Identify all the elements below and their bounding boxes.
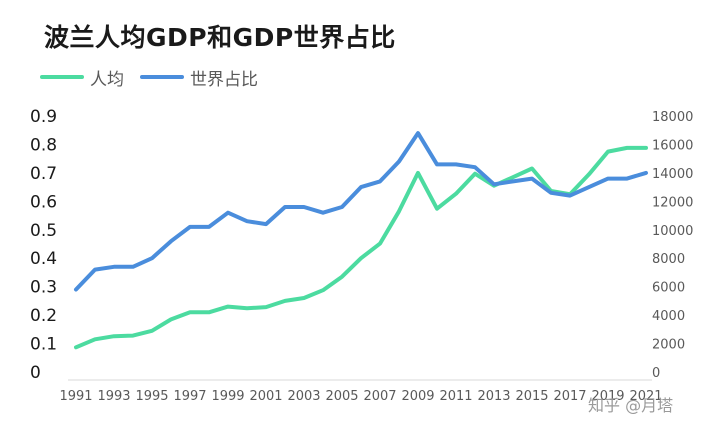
left-axis-tick-label: 0.2 bbox=[30, 306, 57, 326]
legend-item-world-share: 世界占比 bbox=[140, 65, 258, 90]
left-axis-tick-label: 0.1 bbox=[30, 335, 57, 355]
right-axis-tick-label: 18000 bbox=[652, 110, 693, 125]
right-axis-tick-label: 4000 bbox=[652, 309, 685, 324]
right-axis-tick-label: 10000 bbox=[652, 224, 693, 239]
left-axis-tick-label: 0.9 bbox=[30, 107, 57, 127]
x-axis-tick-label: 2007 bbox=[363, 389, 396, 404]
chart-title: 波兰人均GDP和GDP世界占比 bbox=[44, 23, 396, 52]
x-axis-tick-label: 1997 bbox=[173, 389, 206, 404]
x-axis-tick-label: 1999 bbox=[211, 389, 244, 404]
right-axis-tick-label: 6000 bbox=[652, 281, 685, 296]
x-axis-tick-label: 1991 bbox=[59, 389, 92, 404]
x-axis-tick-label: 1993 bbox=[97, 389, 130, 404]
legend: 人均 世界占比 bbox=[40, 65, 274, 90]
legend-swatch-world-share bbox=[140, 75, 184, 79]
left-axis-tick-label: 0.6 bbox=[30, 192, 57, 212]
legend-swatch-per-capita bbox=[40, 75, 84, 79]
x-axis-tick-label: 2001 bbox=[249, 389, 282, 404]
series-line-world-share bbox=[74, 131, 648, 292]
x-axis-tick-label: 2005 bbox=[325, 389, 358, 404]
x-axis-tick-label: 2009 bbox=[401, 389, 434, 404]
x-axis-tick-label: 2013 bbox=[477, 389, 510, 404]
x-axis-tick-label: 2021 bbox=[629, 389, 662, 404]
right-axis-tick-label: 2000 bbox=[652, 338, 685, 353]
left-axis-tick-label: 0.7 bbox=[30, 164, 57, 184]
x-axis-tick-label: 2017 bbox=[553, 389, 586, 404]
right-axis-tick-label: 0 bbox=[652, 366, 660, 381]
left-axis-tick-label: 0.3 bbox=[30, 278, 57, 298]
legend-label-world-share: 世界占比 bbox=[190, 69, 258, 90]
left-axis-tick-label: 0 bbox=[30, 363, 41, 383]
x-axis-tick-label: 2015 bbox=[515, 389, 548, 404]
left-axis-tick-label: 0.5 bbox=[30, 221, 57, 241]
left-axis-tick-label: 0.4 bbox=[30, 249, 57, 269]
x-axis-tick-label: 2019 bbox=[591, 389, 624, 404]
x-axis-tick-label: 1995 bbox=[135, 389, 168, 404]
legend-label-per-capita: 人均 bbox=[90, 69, 124, 90]
x-axis-tick-label: 2003 bbox=[287, 389, 320, 404]
watermark: 知乎 @月塔 bbox=[588, 396, 674, 415]
left-axis-tick-label: 0.8 bbox=[30, 135, 57, 155]
right-axis-tick-label: 14000 bbox=[652, 167, 693, 182]
right-axis-tick-label: 8000 bbox=[652, 252, 685, 267]
legend-item-per-capita: 人均 bbox=[40, 65, 124, 90]
x-axis-tick-label: 2011 bbox=[439, 389, 472, 404]
right-axis-tick-label: 12000 bbox=[652, 195, 693, 210]
right-axis-tick-label: 16000 bbox=[652, 138, 693, 153]
